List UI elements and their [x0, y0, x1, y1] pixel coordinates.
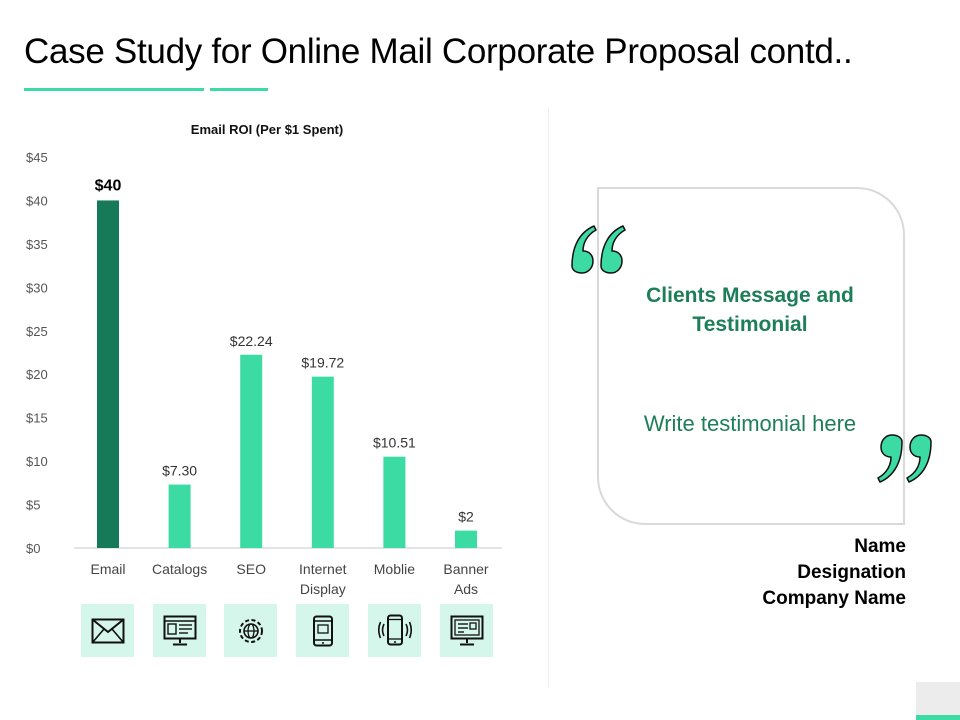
- testimonial-attribution: Name Designation Company Name: [762, 534, 906, 612]
- y-tick-label: $5: [26, 498, 40, 513]
- testimonial-card: [597, 187, 905, 525]
- x-tick-label-internet-display: Internet: [299, 561, 347, 577]
- corner-accent-bar: [916, 715, 960, 720]
- x-tick-label-catalogs: Catalogs: [152, 561, 207, 577]
- bar-internet-display: [311, 376, 334, 548]
- bar-value-label-seo: $22.24: [230, 333, 273, 349]
- column-divider: [548, 108, 549, 688]
- testimonial-body: Write testimonial here: [643, 411, 857, 436]
- internet-display-tile: [296, 604, 349, 657]
- bar-value-label-banner-ads: $2: [458, 509, 474, 525]
- category-icon-row: [0, 604, 520, 658]
- y-tick-label: $10: [26, 454, 48, 469]
- catalogs-tile: [153, 604, 206, 657]
- y-tick-label: $45: [26, 150, 48, 165]
- bar-value-labels: $40 $7.30 $22.24 $19.72 $10.51 $2: [95, 177, 474, 524]
- y-tick-label: $15: [26, 411, 48, 426]
- client-designation: Designation: [797, 562, 906, 583]
- mobile-tile: [368, 604, 421, 657]
- y-tick-label: $25: [26, 324, 48, 339]
- y-tick-label: $0: [26, 541, 40, 556]
- bar-value-label-internet-display: $19.72: [301, 355, 344, 371]
- bar-catalogs: [168, 484, 191, 548]
- bar-value-label-catalogs: $7.30: [162, 463, 197, 479]
- chart-title: Email ROI (Per $1 Spent): [191, 122, 343, 137]
- slide-title: Case Study for Online Mail Corporate Pro…: [24, 32, 853, 71]
- roi-bar-chart: Email ROI (Per $1 Spent) $0 $5 $10 $15 $20 $2…: [26, 122, 502, 597]
- banner-ads-tile: [440, 604, 493, 657]
- y-axis-ticks: $0 $5 $10 $15 $20 $25 $30 $35 $40 $45: [26, 150, 48, 556]
- corner-decoration: [916, 682, 960, 720]
- y-tick-label: $35: [26, 237, 48, 252]
- seo-globe-gear-icon: [238, 618, 263, 643]
- open-quote-icon: [571, 225, 626, 274]
- mobile-phone-icon: [377, 614, 412, 645]
- y-tick-label: $30: [26, 280, 48, 295]
- bar-seo: [240, 354, 263, 548]
- client-name: Name: [854, 536, 906, 557]
- testimonial-heading: Clients Message and Testimonial: [646, 284, 854, 336]
- x-tick-label-moblie: Moblie: [374, 561, 415, 577]
- client-company: Company Name: [762, 588, 906, 609]
- banner-ad-monitor-icon: [450, 615, 483, 645]
- y-tick-label: $40: [26, 193, 48, 208]
- x-tick-label-internet-display: Display: [300, 581, 346, 597]
- internet-display-phone-icon: [312, 615, 333, 646]
- email-tile: [81, 604, 134, 657]
- x-tick-label-email: Email: [90, 561, 125, 577]
- x-tick-label-banner-ads: Banner: [443, 561, 488, 577]
- close-quote-icon: [877, 434, 932, 483]
- bar-moblie: [383, 456, 406, 548]
- y-tick-label: $20: [26, 367, 48, 382]
- bar-banner-ads: [455, 530, 477, 548]
- bars: [97, 200, 477, 548]
- bar-value-label-moblie: $10.51: [373, 435, 416, 451]
- seo-tile: [224, 604, 277, 657]
- x-axis-category-labels: Email Catalogs SEO Internet Display Moblie Ban…: [90, 561, 488, 597]
- x-tick-label-seo: SEO: [236, 561, 266, 577]
- x-tick-label-banner-ads: Ads: [454, 581, 478, 597]
- title-underline-long: [24, 88, 204, 91]
- bar-value-label-email: $40: [95, 177, 122, 194]
- envelope-icon: [91, 618, 124, 643]
- title-underline-short: [210, 88, 268, 91]
- bar-email: [97, 200, 119, 548]
- catalog-monitor-icon: [163, 615, 196, 645]
